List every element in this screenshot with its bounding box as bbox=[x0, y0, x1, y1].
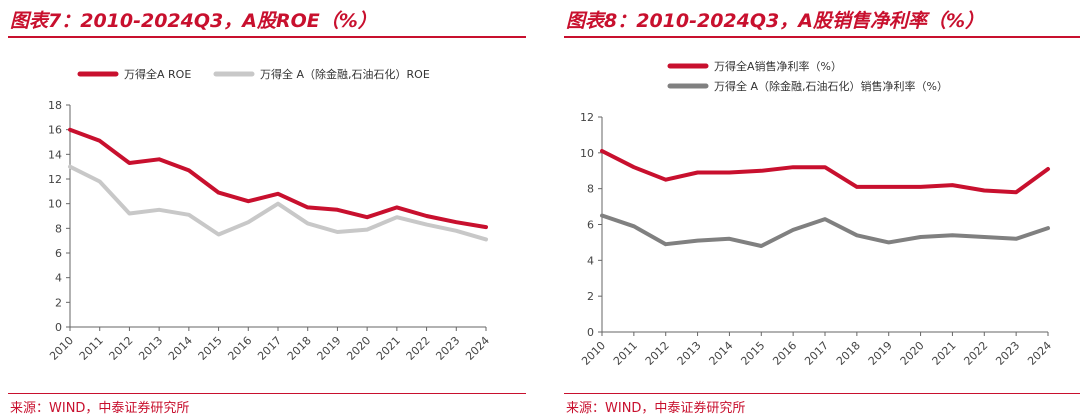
y-tick-label: 12 bbox=[48, 173, 62, 186]
y-tick-label: 18 bbox=[48, 99, 62, 112]
y-tick-label: 0 bbox=[587, 326, 594, 339]
x-tick-label: 2016 bbox=[770, 339, 799, 368]
chart-title: 图表7：2010-2024Q3，A股ROE（%） bbox=[10, 10, 377, 32]
y-tick-label: 10 bbox=[580, 147, 594, 160]
x-tick-label: 2014 bbox=[166, 334, 195, 363]
y-tick-label: 4 bbox=[55, 272, 62, 285]
x-tick-label: 2022 bbox=[404, 334, 433, 363]
title-rule bbox=[8, 36, 526, 38]
x-tick-label: 2011 bbox=[611, 339, 640, 368]
series-line-2 bbox=[600, 213, 1050, 248]
x-tick-label: 2020 bbox=[344, 334, 373, 363]
x-tick-label: 2024 bbox=[1025, 339, 1054, 368]
source-note: 来源：WIND，中泰证券研究所 bbox=[10, 401, 190, 416]
x-tick-label: 2013 bbox=[675, 339, 704, 368]
legend-label: 万得全 A（除金融,石油石化）销售净利率（%） bbox=[714, 79, 948, 93]
y-tick-label: 2 bbox=[55, 296, 62, 309]
y-tick-label: 16 bbox=[48, 124, 62, 137]
x-tick-label: 2024 bbox=[463, 334, 492, 363]
y-tick-label: 8 bbox=[587, 183, 594, 196]
chart-title: 图表8：2010-2024Q3，A股销售净利率（%） bbox=[566, 10, 984, 32]
x-tick-label: 2021 bbox=[374, 334, 403, 363]
y-tick-label: 0 bbox=[55, 321, 62, 334]
x-tick-label: 2015 bbox=[738, 339, 767, 368]
x-tick-label: 2013 bbox=[136, 334, 165, 363]
x-tick-label: 2012 bbox=[107, 334, 136, 363]
x-tick-label: 2011 bbox=[77, 334, 106, 363]
x-tick-label: 2023 bbox=[433, 334, 462, 363]
legend-label: 万得全A销售净利率（%） bbox=[714, 59, 842, 73]
x-tick-label: 2017 bbox=[255, 334, 284, 363]
source-rule bbox=[8, 393, 526, 394]
x-tick-label: 2016 bbox=[225, 334, 254, 363]
x-tick-label: 2023 bbox=[993, 339, 1022, 368]
y-tick-label: 8 bbox=[55, 222, 62, 235]
x-tick-label: 2017 bbox=[802, 339, 831, 368]
x-tick-label: 2015 bbox=[196, 334, 225, 363]
y-tick-label: 2 bbox=[587, 290, 594, 303]
x-tick-label: 2018 bbox=[834, 339, 863, 368]
x-tick-label: 2014 bbox=[707, 339, 736, 368]
x-tick-label: 2021 bbox=[930, 339, 959, 368]
source-rule bbox=[564, 393, 1080, 394]
y-tick-label: 4 bbox=[587, 254, 594, 267]
y-tick-label: 10 bbox=[48, 198, 62, 211]
x-tick-label: 2020 bbox=[898, 339, 927, 368]
source-note: 来源：WIND，中泰证券研究所 bbox=[566, 401, 746, 416]
x-tick-label: 2010 bbox=[47, 334, 76, 363]
x-tick-label: 2022 bbox=[961, 339, 990, 368]
legend-label: 万得全 A（除金融,石油石化）ROE bbox=[260, 67, 430, 81]
y-tick-label: 6 bbox=[587, 219, 594, 232]
y-tick-label: 12 bbox=[580, 111, 594, 124]
x-tick-label: 2018 bbox=[285, 334, 314, 363]
series-line-2 bbox=[68, 164, 488, 242]
series-line-1 bbox=[600, 149, 1050, 195]
x-tick-label: 2012 bbox=[643, 339, 672, 368]
x-tick-label: 2010 bbox=[579, 339, 608, 368]
title-rule bbox=[564, 36, 1080, 38]
chart-panel-net-margin: 图表8：2010-2024Q3，A股销售净利率（%） 0 2 4 6 8 10 12 2010… bbox=[564, 0, 1080, 417]
y-tick-label: 14 bbox=[48, 148, 62, 161]
x-tick-label: 2019 bbox=[866, 339, 895, 368]
x-tick-label: 2019 bbox=[315, 334, 344, 363]
chart-panel-roe: 图表7：2010-2024Q3，A股ROE（%） 0 2 4 6 8 10 12 14 16 18… bbox=[8, 0, 526, 417]
legend-label: 万得全A ROE bbox=[124, 67, 191, 81]
y-tick-label: 6 bbox=[55, 247, 62, 260]
